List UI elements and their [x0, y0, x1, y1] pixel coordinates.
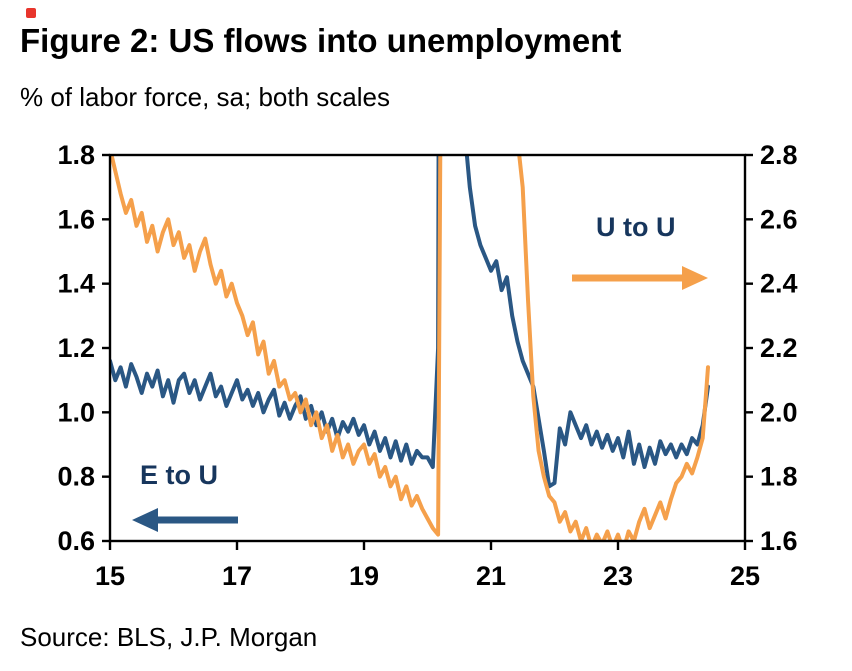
series-line-u-to-u — [110, 155, 710, 541]
y-right-tick-label: 2.2 — [760, 333, 798, 363]
source-note: Source: BLS, J.P. Morgan — [20, 622, 318, 652]
figure-title: Figure 2: US flows into unemployment — [20, 22, 622, 59]
y-left-tick-label: 1.0 — [57, 397, 95, 427]
annotation-e-to-u: E to U — [140, 460, 218, 490]
x-tick-label: 25 — [730, 561, 760, 591]
figure-subtitle: % of labor force, sa; both scales — [20, 82, 390, 112]
y-left-tick-label: 1.2 — [57, 333, 95, 363]
red-marker-icon — [26, 8, 36, 18]
y-left-tick-label: 1.8 — [57, 140, 95, 170]
y-right-tick-label: 2.8 — [760, 140, 798, 170]
x-tick-label: 19 — [349, 561, 379, 591]
y-right-tick-label: 2.4 — [760, 269, 798, 299]
x-tick-label: 23 — [603, 561, 633, 591]
y-right-tick-label: 2.0 — [760, 397, 798, 427]
y-right-tick-label: 1.8 — [760, 462, 798, 492]
y-left-tick-label: 1.6 — [57, 204, 95, 234]
annotation-u-to-u: U to U — [596, 212, 676, 242]
x-tick-label: 21 — [476, 561, 506, 591]
y-left-tick-label: 0.8 — [57, 462, 95, 492]
e-to-u-arrow-head — [132, 508, 158, 532]
y-right-tick-label: 2.6 — [760, 204, 798, 234]
y-right-tick-label: 1.6 — [760, 526, 798, 556]
y-left-tick-label: 1.4 — [57, 269, 95, 299]
series-line-e-to-u — [110, 155, 710, 489]
x-tick-label: 15 — [95, 561, 125, 591]
u-to-u-arrow-head — [682, 266, 708, 290]
x-tick-label: 17 — [222, 561, 252, 591]
y-left-tick-label: 0.6 — [57, 526, 95, 556]
